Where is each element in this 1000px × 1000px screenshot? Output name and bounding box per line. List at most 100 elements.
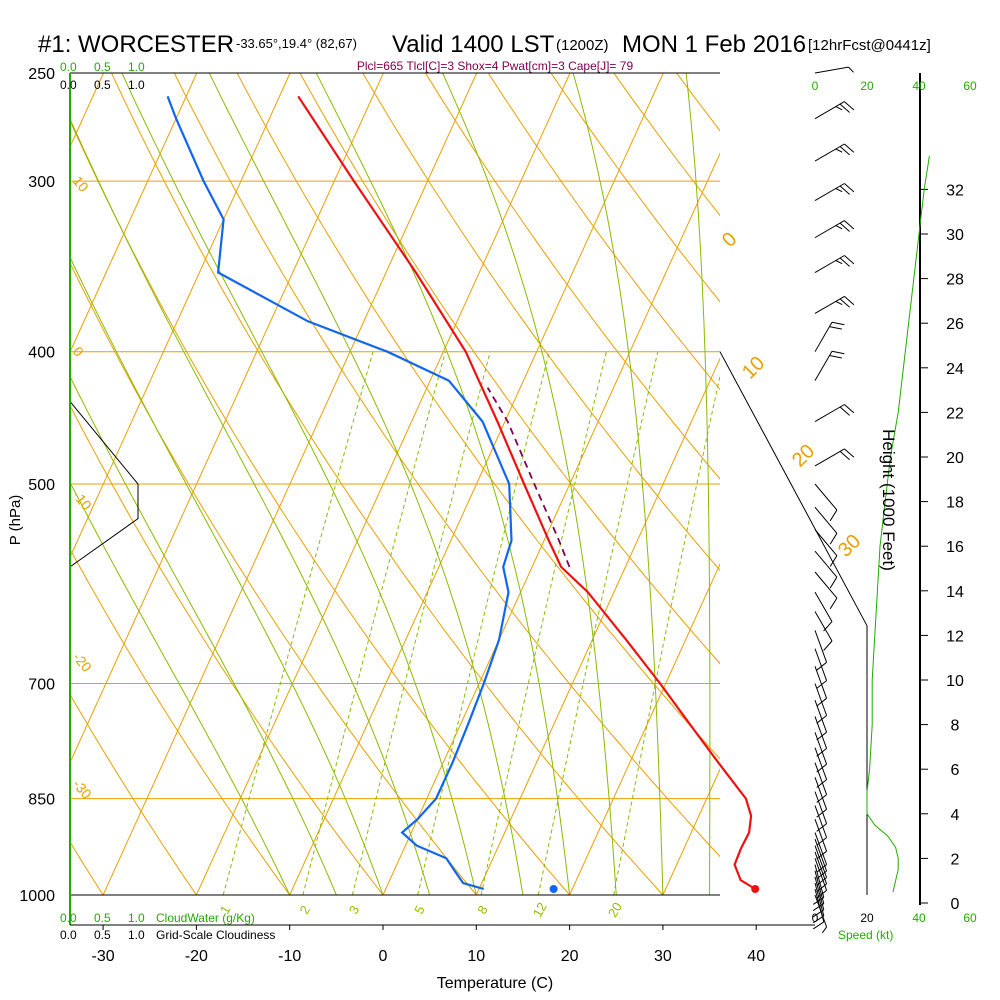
wind-barb-staff xyxy=(814,864,825,898)
speed-top-green-20: 20 xyxy=(860,79,874,93)
cloud-top-black-0: 0.0 xyxy=(60,78,77,92)
wind-barb-feather xyxy=(812,896,825,905)
wind-barb-staff xyxy=(814,448,845,467)
wind-barb-feather xyxy=(839,451,850,461)
pressure-tick-label: 850 xyxy=(28,792,55,809)
speed-top-green-60: 60 xyxy=(963,79,977,93)
wind-barb-staff xyxy=(814,611,833,642)
mixing-ratio-line xyxy=(351,351,491,895)
temp-tick-label: -10 xyxy=(278,948,301,965)
pressure-tick-label: 300 xyxy=(28,174,55,191)
height-tick-label: 4 xyxy=(951,807,960,824)
wind-barb-staff xyxy=(814,321,833,352)
wind-barb-feather xyxy=(829,355,842,359)
height-tick-label: 20 xyxy=(946,450,964,467)
wind-barb xyxy=(814,183,855,201)
pressure-tick-label: 1000 xyxy=(19,888,55,905)
wind-barb-staff xyxy=(814,255,845,273)
cloud-top-black-2: 1.0 xyxy=(128,78,145,92)
wind-barb xyxy=(814,683,828,724)
isotherm-line xyxy=(475,357,720,895)
temp-tick-label: 20 xyxy=(561,948,579,965)
isotherm-label: 0 xyxy=(718,228,741,251)
wind-barb-staff xyxy=(814,762,828,795)
wind-barb xyxy=(814,143,855,162)
wind-barb-feather xyxy=(844,101,855,111)
mixing-ratio-line xyxy=(417,351,550,895)
isotherm-line xyxy=(0,73,10,895)
wind-barb xyxy=(814,448,855,467)
height-tick-label: 18 xyxy=(946,495,964,512)
wind-barb-staff xyxy=(814,700,828,733)
wind-barb-feather xyxy=(816,889,827,899)
wind-barb-staff xyxy=(814,591,833,622)
isotherm-line xyxy=(382,152,720,895)
mixing-ratio-line xyxy=(613,373,720,895)
wind-barb-feather xyxy=(823,640,833,651)
wind-barb xyxy=(814,777,828,818)
surface-temperature-dot xyxy=(751,885,760,893)
wind-barb-staff xyxy=(814,832,828,865)
wind-barb-feather xyxy=(835,148,843,153)
isotherm-line xyxy=(70,73,198,354)
wind-barb-feather xyxy=(844,404,855,414)
dry-adiabat-line xyxy=(236,73,720,760)
speed-top-black-0: 0 xyxy=(812,79,819,93)
dry-adiabat-line xyxy=(721,49,1000,924)
moist-adiabat-line xyxy=(70,481,291,895)
wind-barb xyxy=(814,716,828,757)
wind-barb-feather xyxy=(816,661,827,671)
wind-barb xyxy=(814,819,828,860)
wind-barb-feather xyxy=(835,260,843,265)
cloud-bot-green-2: 1.0 xyxy=(128,911,145,925)
wind-barb-staff xyxy=(814,101,845,120)
wind-barb-feather xyxy=(839,298,850,308)
isotherm-label: -20 xyxy=(70,649,95,675)
wind-barb-feather xyxy=(812,915,825,924)
wind-barb xyxy=(812,864,825,905)
wind-barb xyxy=(814,630,828,671)
wind-barb xyxy=(814,762,828,803)
speed-bot-green-60: 60 xyxy=(963,911,977,925)
height-tick-label: 6 xyxy=(951,762,960,779)
mixing-ratio-line xyxy=(480,351,607,895)
wind-barb-feather xyxy=(844,448,855,458)
indices-line: Plcl=665 Tlcl[C]=3 Shox=4 Pwat[cm]=3 Cap… xyxy=(357,59,634,73)
wind-barb xyxy=(814,550,838,589)
dry-adiabat-line xyxy=(613,73,720,217)
cloud-top-green-1: 0.5 xyxy=(94,60,111,74)
cloud-top-green-2: 1.0 xyxy=(128,60,145,74)
wind-barb-feather xyxy=(835,188,843,193)
temp-tick-label: -30 xyxy=(92,948,115,965)
height-tick-label: 28 xyxy=(946,272,964,289)
wind-barb-feather xyxy=(835,106,843,111)
wind-barb-staff xyxy=(814,666,828,699)
wind-barb xyxy=(814,483,838,522)
cloud-bot-green-0: 0.0 xyxy=(60,911,77,925)
wind-barb-staff xyxy=(814,220,845,239)
moist-adiabat-line xyxy=(685,73,711,895)
isotherm-label: 20 xyxy=(788,440,819,471)
mixing-ratio-label: 5 xyxy=(411,903,428,917)
wind-barb-staff xyxy=(814,819,828,852)
isotherm-label: 10 xyxy=(738,352,769,383)
dry-adiabat-line xyxy=(110,73,664,895)
wind-barb-staff xyxy=(814,183,845,201)
wind-barb-feather xyxy=(823,621,833,632)
dry-adiabat-line xyxy=(487,73,720,391)
height-tick-label: 2 xyxy=(951,851,960,868)
wind-barb-feather xyxy=(816,877,827,886)
speed-bot-black-20: 20 xyxy=(860,911,874,925)
height-tick-label: 12 xyxy=(946,628,964,645)
mixing-ratio-label: 3 xyxy=(346,903,363,917)
temp-tick-label: 10 xyxy=(467,948,485,965)
wind-barb-feather xyxy=(835,300,843,306)
mixing-ratio-label: 8 xyxy=(474,903,491,917)
dry-adiabat-line xyxy=(362,73,720,572)
wind-barb-staff xyxy=(814,732,828,765)
dry-adiabat-line xyxy=(70,548,291,895)
dry-adiabat-line xyxy=(424,73,720,480)
